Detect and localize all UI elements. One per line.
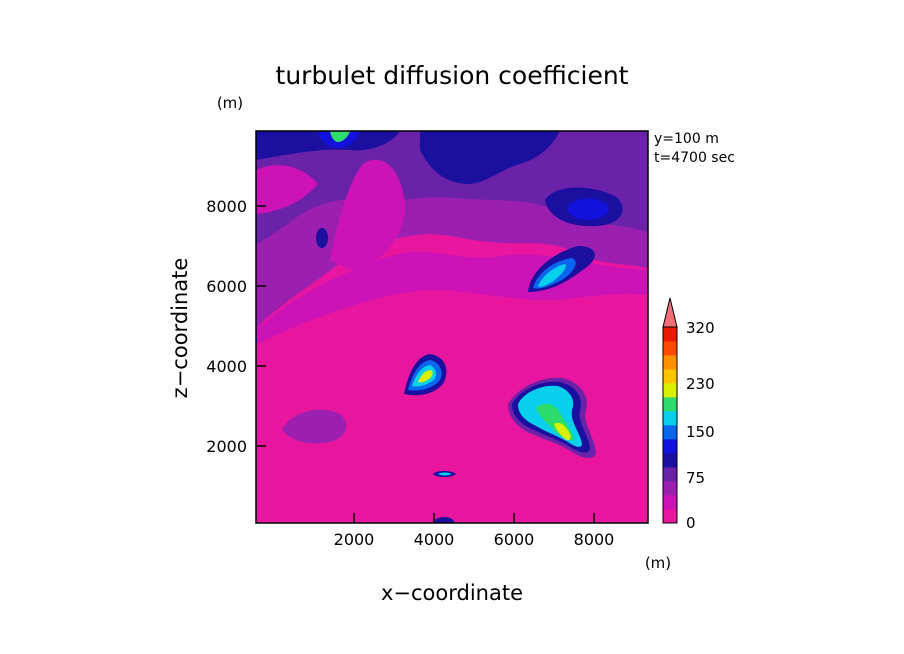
contour-small-blob-cyan: [438, 472, 451, 476]
y-tick-label: 8000: [206, 197, 247, 216]
x-tick-label: 4000: [414, 530, 455, 549]
x-tick-label: 2000: [334, 530, 375, 549]
annotation-y: y=100 m: [654, 131, 719, 147]
contour-lower-left-patch: [282, 409, 347, 444]
contour-top-left-blob-core: [330, 131, 350, 142]
colorbar-cell: [663, 369, 677, 384]
colorbar-label: 150: [686, 423, 715, 441]
x-axis-label: x−coordinate: [381, 581, 523, 605]
colorbar-cell: [663, 327, 677, 342]
colorbar-cell: [663, 481, 677, 496]
x-unit-label: (m): [645, 554, 671, 572]
contour-upper-band-dark: [256, 131, 648, 246]
colorbar-cell: [663, 383, 677, 398]
contour-bottom-navy: [434, 517, 454, 523]
contour-left-tongue: [256, 165, 318, 214]
colorbar-cell: [663, 397, 677, 412]
y-tick-label: 6000: [206, 277, 247, 296]
contour-top-navy: [420, 131, 560, 184]
plot-area: [256, 131, 648, 523]
colorbar-label: 230: [686, 375, 715, 393]
colorbar-cell: [663, 453, 677, 468]
colorbar: 320 230 150 75 0: [662, 297, 715, 532]
colorbar-cell: [663, 439, 677, 454]
contour-blob-2000-yellow: [554, 422, 571, 441]
colorbar-cell: [663, 509, 677, 524]
colorbar-cell: [663, 341, 677, 356]
y-tick-label: 2000: [206, 437, 247, 456]
colorbar-extend-arrow: [662, 297, 678, 328]
plot-frame: [255, 130, 649, 524]
x-tick-label: 6000: [494, 530, 535, 549]
colorbar-label: 320: [686, 319, 715, 337]
annotation-t: t=4700 sec: [654, 150, 735, 166]
y-axis-label: z−coordinate: [168, 258, 192, 399]
colorbar-cell: [663, 425, 677, 440]
contour-blob-6000-cyan: [538, 264, 566, 287]
chart-title: turbulet diffusion coefficient: [276, 61, 629, 90]
colorbar-cell: [663, 467, 677, 482]
contour-blue-right: [567, 198, 609, 220]
contour-blob-4000-yellow: [418, 370, 433, 383]
colorbar-label: 0: [686, 514, 696, 532]
y-axis: 2000 4000 6000 8000 z−coordinate: [168, 197, 266, 456]
x-tick-label: 8000: [574, 530, 615, 549]
colorbar-cell: [663, 411, 677, 426]
contour-navy-dot: [316, 228, 328, 248]
colorbar-cell: [663, 495, 677, 510]
y-unit-label: (m): [217, 94, 243, 112]
contour-pink-tongue: [330, 159, 405, 272]
colorbar-cell: [663, 355, 677, 370]
colorbar-frame: [662, 326, 678, 524]
y-tick-label: 4000: [206, 357, 247, 376]
colorbar-label: 75: [686, 469, 705, 487]
x-axis: 2000 4000 6000 8000 (m) x−coordinate: [334, 513, 671, 605]
contour-top-left-navy: [256, 131, 400, 160]
